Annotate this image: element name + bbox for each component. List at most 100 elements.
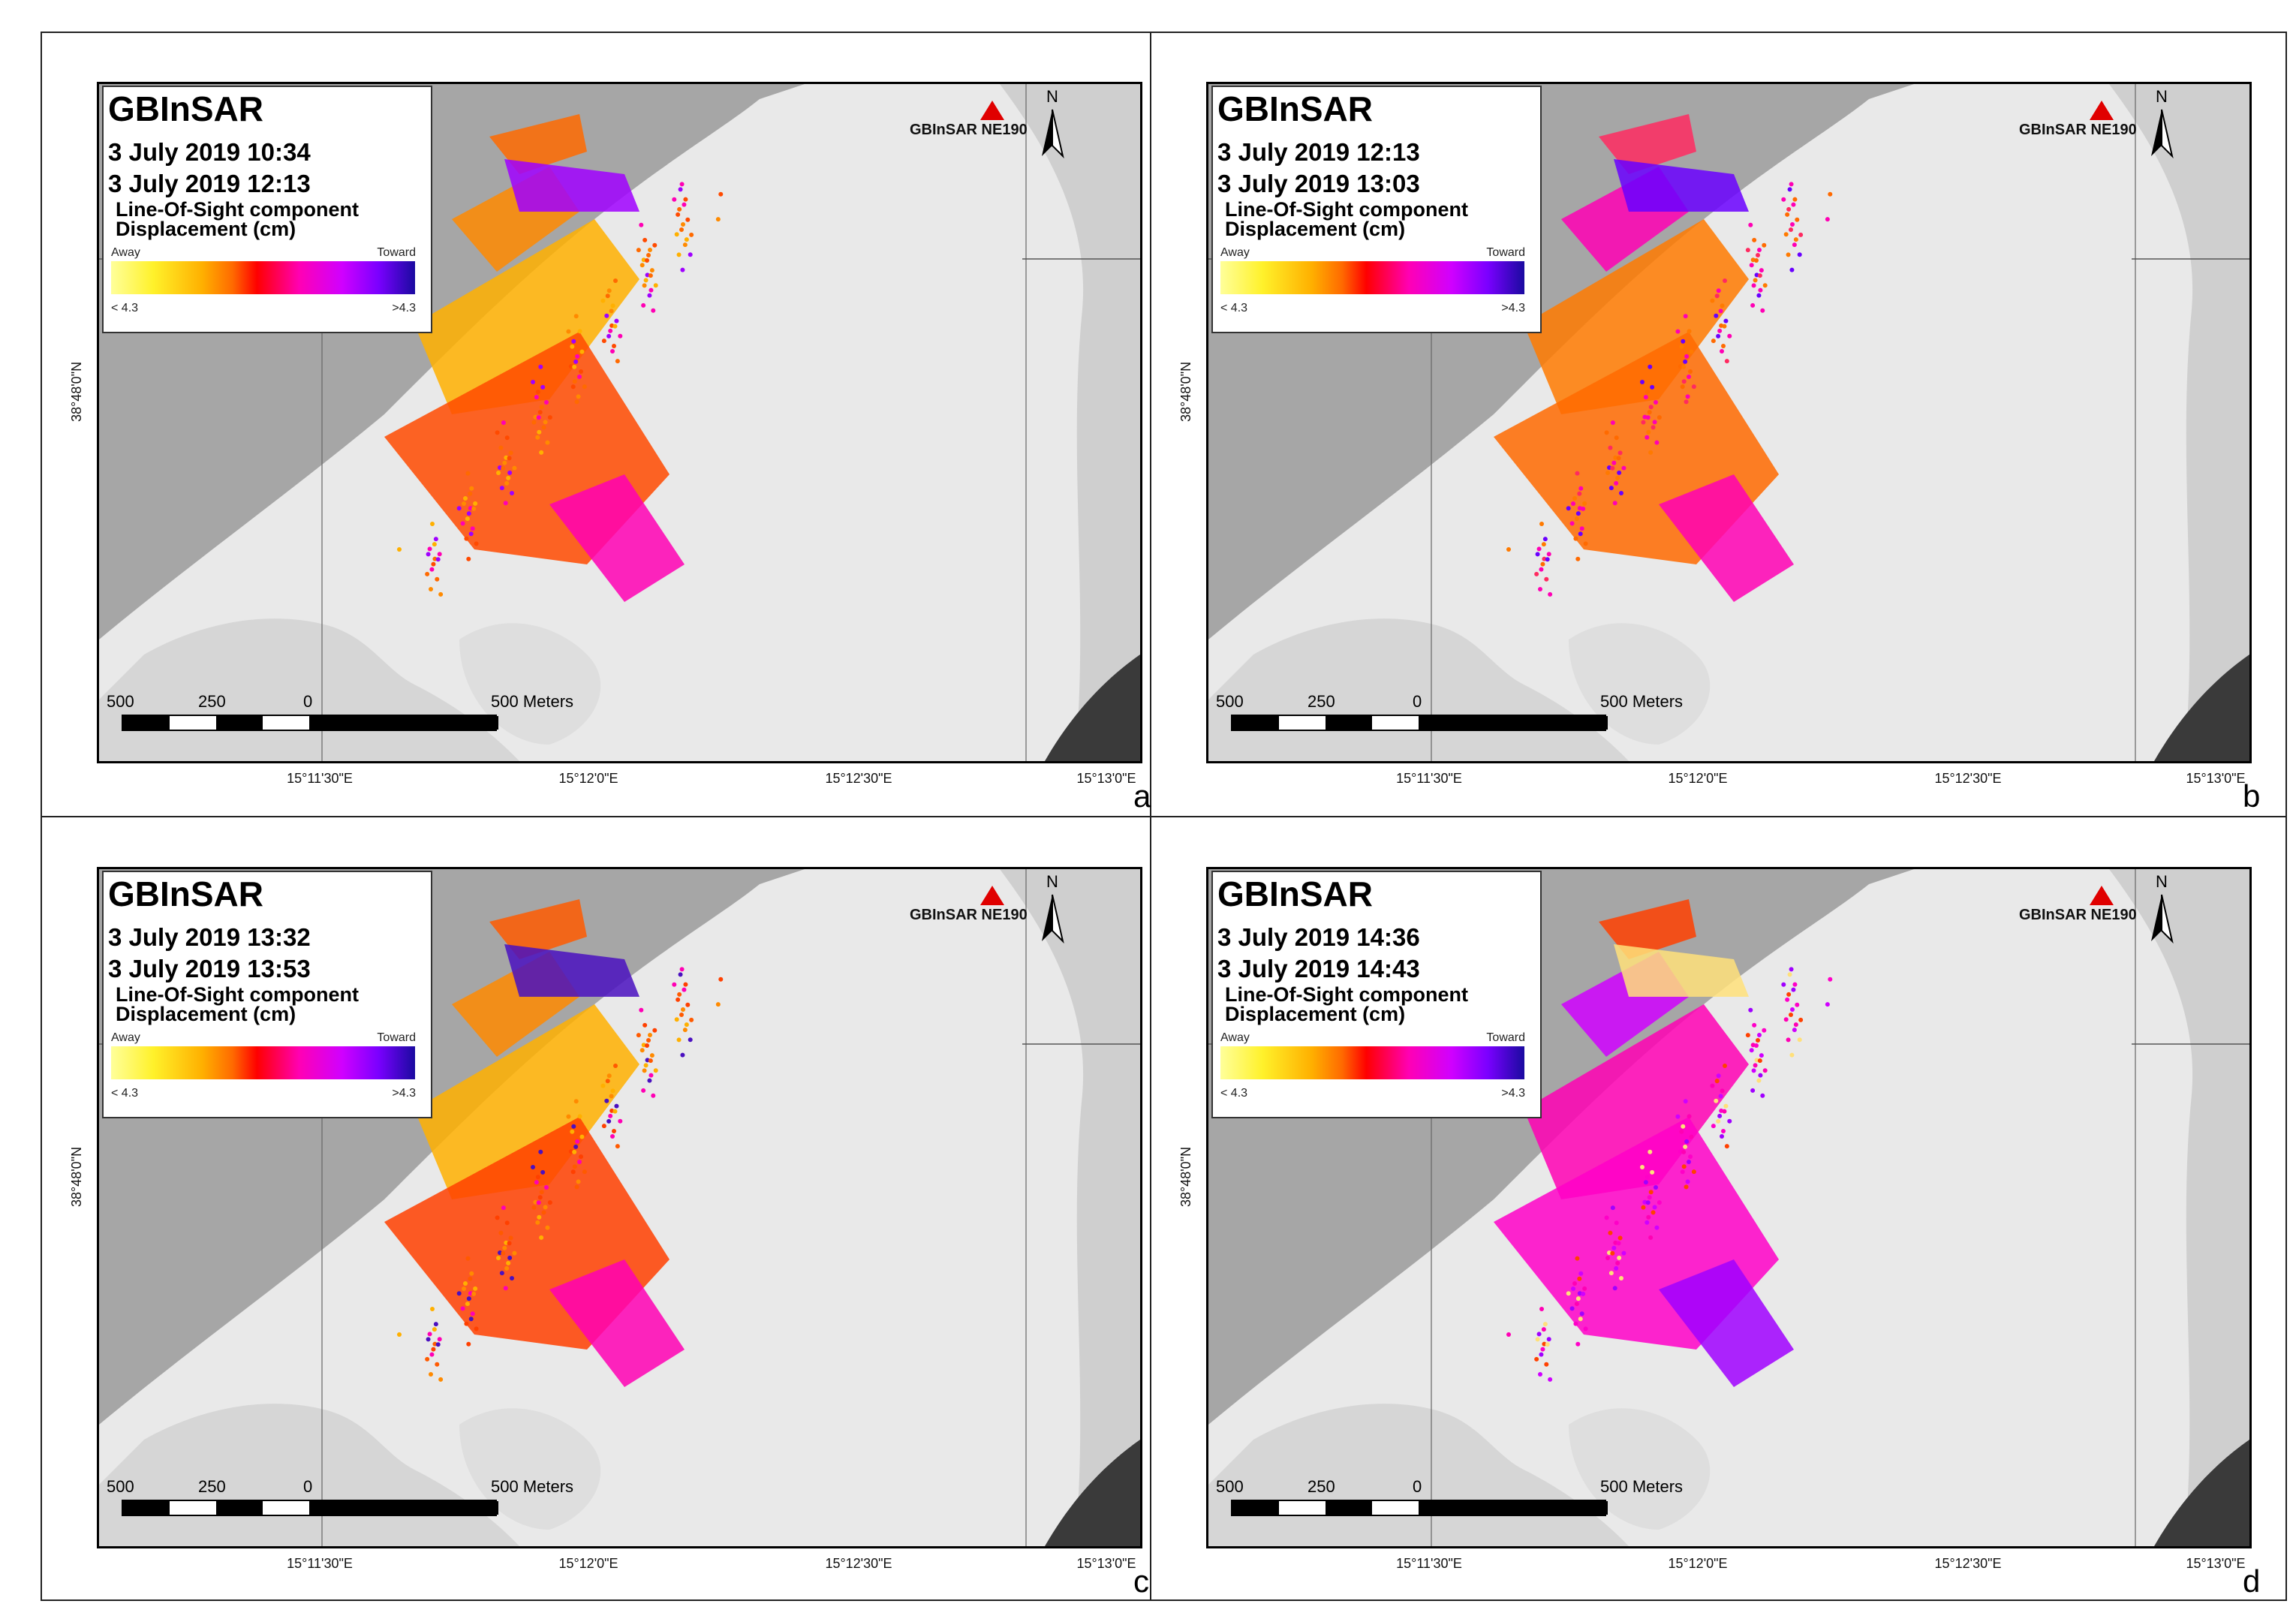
- displacement-point: [1753, 1063, 1758, 1068]
- displacement-swath: [489, 899, 587, 959]
- displacement-point: [1762, 1068, 1768, 1073]
- displacement-point: [503, 1286, 508, 1291]
- displacement-point: [1753, 278, 1758, 283]
- displacement-point: [1578, 1317, 1583, 1322]
- map-panel-a: GBInSAR 3 July 2019 10:34 3 July 2019 12…: [41, 32, 1162, 815]
- legend-subtitle-line2: Displacement (cm): [116, 218, 296, 240]
- map-view[interactable]: [97, 867, 1142, 1548]
- ramp-min-label: < 4.3: [111, 1087, 139, 1100]
- displacement-point: [1684, 1184, 1689, 1190]
- displacement-point: [438, 591, 444, 597]
- displacement-point: [601, 1124, 606, 1129]
- displacement-point: [1675, 1114, 1681, 1119]
- displacement-point: [1722, 1109, 1727, 1114]
- map-view[interactable]: [1206, 82, 2252, 763]
- displacement-point: [1617, 1255, 1622, 1260]
- displacement-point: [1544, 1362, 1549, 1367]
- displacement-point: [647, 293, 652, 298]
- displacement-point: [1652, 420, 1657, 425]
- lon-tick-3: 15°12'30"E: [825, 1556, 892, 1571]
- north-arrow-icon: N: [2151, 872, 2174, 944]
- displacement-point: [1640, 1165, 1645, 1169]
- map-panel-b: GBInSAR 3 July 2019 12:13 3 July 2019 13…: [1150, 32, 2271, 815]
- ramp-left-label: Away: [111, 1031, 140, 1044]
- displacement-point: [718, 977, 724, 982]
- displacement-point: [495, 1215, 500, 1220]
- displacement-point: [1717, 328, 1723, 333]
- displacement-point: [495, 430, 500, 435]
- displacement-point: [646, 253, 651, 257]
- displacement-point: [1566, 1291, 1571, 1296]
- displacement-point: [647, 1078, 652, 1083]
- map-view[interactable]: [97, 82, 1142, 763]
- displacement-point: [1679, 1129, 1684, 1134]
- displacement-point: [1577, 491, 1582, 496]
- displacement-point: [1534, 571, 1539, 576]
- displacement-point: [1548, 591, 1553, 597]
- displacement-point: [1762, 283, 1768, 288]
- ramp-max-label: >4.3: [392, 302, 416, 314]
- displacement-point: [649, 268, 654, 273]
- displacement-point: [600, 298, 606, 303]
- displacement-point: [683, 197, 688, 202]
- displacement-point: [1648, 1235, 1654, 1240]
- displacement-point: [639, 1007, 644, 1013]
- displacement-point: [1541, 1327, 1546, 1332]
- ramp-max-label: >4.3: [392, 1087, 416, 1100]
- scale-bar: [1231, 1500, 1608, 1516]
- displacement-point: [431, 561, 436, 567]
- displacement-point: [540, 384, 546, 390]
- displacement-point: [579, 369, 583, 374]
- lon-tick-1: 15°11'30"E: [287, 1556, 353, 1571]
- displacement-point: [507, 1241, 512, 1246]
- displacement-point: [437, 1337, 442, 1342]
- scale-seg: [1232, 716, 1279, 730]
- scale-label-1: 500: [1216, 1477, 1244, 1496]
- legend-box: GBInSAR 3 July 2019 13:32 3 July 2019 13…: [102, 871, 432, 1118]
- displacement-point: [544, 400, 549, 405]
- displacement-point: [540, 1169, 546, 1175]
- displacement-data: [1494, 114, 1833, 602]
- displacement-point: [679, 227, 684, 232]
- displacement-point: [397, 1332, 402, 1337]
- displacement-point: [1789, 227, 1793, 232]
- displacement-point: [435, 1342, 441, 1347]
- displacement-point: [1621, 465, 1626, 471]
- displacement-point: [572, 379, 577, 384]
- displacement-point: [648, 1073, 654, 1078]
- station-marker: [2090, 101, 2114, 120]
- displacement-point: [456, 1291, 462, 1296]
- displacement-point: [501, 1250, 506, 1256]
- displacement-point: [435, 576, 440, 582]
- ramp-left-label: Away: [111, 246, 140, 259]
- displacement-point: [1681, 364, 1687, 369]
- displacement-point: [1749, 1048, 1754, 1053]
- displacement-point: [606, 333, 612, 339]
- displacement-point: [1643, 1180, 1648, 1185]
- displacement-point: [566, 1114, 571, 1119]
- displacement-point: [608, 1113, 613, 1118]
- displacement-point: [1683, 1144, 1688, 1149]
- scale-seg: [1419, 1501, 1608, 1515]
- scale-label-1: 500: [107, 692, 134, 711]
- displacement-point: [1792, 982, 1798, 987]
- station-marker: [980, 101, 1004, 120]
- displacement-point: [1657, 1200, 1662, 1205]
- displacement-point: [651, 1093, 656, 1098]
- displacement-point: [1652, 1205, 1657, 1210]
- color-ramp: [1220, 1046, 1524, 1079]
- displacement-point: [432, 542, 437, 547]
- scale-label-2: 250: [1307, 1477, 1335, 1496]
- displacement-swath: [414, 1004, 639, 1199]
- scale-seg: [1372, 716, 1419, 730]
- displacement-point: [1572, 1281, 1577, 1286]
- lon-tick-3: 15°12'30"E: [825, 771, 892, 786]
- displacement-point: [427, 546, 432, 552]
- scale-label-3: 0: [303, 692, 313, 711]
- dark-slope: [1045, 655, 1140, 761]
- north-arrow-left: [1042, 895, 1052, 941]
- displacement-point: [463, 1281, 468, 1286]
- displacement-point: [535, 1220, 540, 1225]
- displacement-point: [636, 1033, 641, 1038]
- displacement-swath: [1599, 899, 1696, 959]
